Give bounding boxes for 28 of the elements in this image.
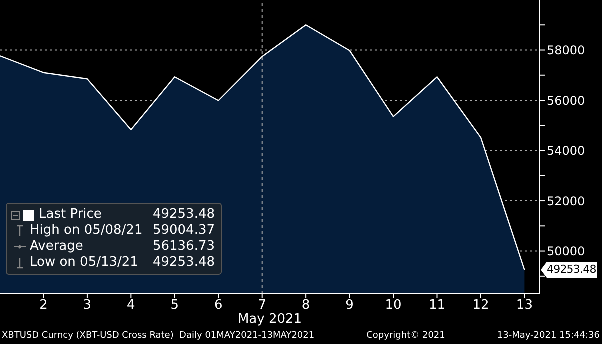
x-tick-label: 4 — [127, 298, 136, 314]
y-tick-label: 54000 — [547, 144, 586, 158]
text: Copyright© 2021 — [366, 331, 446, 341]
text: 13-May-2021 15:44:36 — [497, 331, 600, 341]
y-tick-label: 58000 — [547, 44, 586, 58]
x-tick-label: 13 — [516, 298, 533, 314]
text: XBTUSD Curncy (XBT-USD Cross Rate) Daily 01MAY2021-13MAY2021 — [2, 331, 315, 341]
x-tick-label: 11 — [428, 298, 446, 314]
x-tick-label: 2 — [40, 298, 48, 314]
y-tick-label: 50000 — [547, 244, 586, 259]
text: Average 56136.73 — [30, 239, 215, 254]
x-axis-title: May 2021 — [236, 312, 304, 327]
x-tick-label: 10 — [385, 298, 402, 314]
x-tick-label: 12 — [472, 298, 490, 314]
legend-label: Last Price — [39, 207, 103, 223]
annotation: 49253.48 — [152, 207, 215, 223]
annotation: High on 05/08/21 59004.37 — [30, 223, 215, 239]
x-tick-label: 9 — [346, 298, 354, 314]
text: 49253.48 — [547, 263, 596, 276]
x-tick-label: 5 — [170, 298, 180, 314]
y-tick-label: 56000 — [547, 94, 586, 108]
x-tick-label: 7 — [258, 298, 266, 314]
x-tick-label: 3 — [83, 298, 92, 314]
x-tick-label: 6 — [214, 298, 223, 314]
text: Low on 05/13/21 — [30, 255, 138, 270]
y-tick-label: 52000 — [547, 194, 586, 208]
annotation: 49253.48 — [152, 255, 215, 271]
x-tick-label: 8 — [302, 298, 310, 314]
